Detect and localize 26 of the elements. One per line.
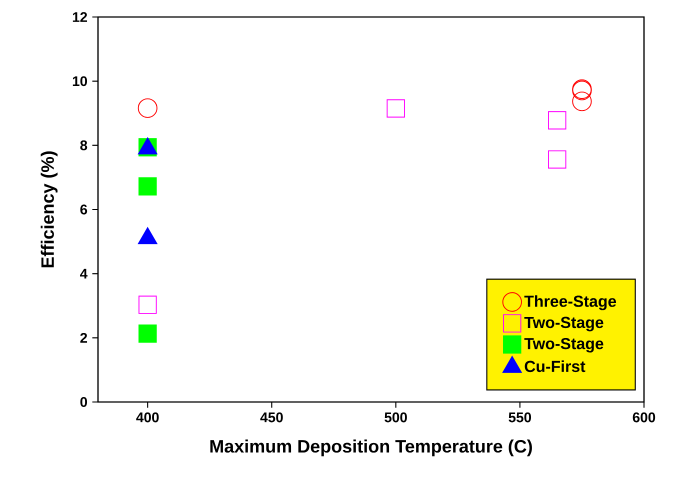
legend-label: Cu-First xyxy=(524,360,586,372)
legend-label: Two-Stage xyxy=(524,338,604,353)
point xyxy=(548,111,566,130)
y-tick-label: 10 xyxy=(72,76,88,86)
point xyxy=(548,150,566,169)
y-axis-title: Efficiency (%) xyxy=(40,151,58,268)
x-tick-label: 400 xyxy=(136,412,159,422)
x-axis-title: Maximum Deposition Temperature (C) xyxy=(210,439,532,456)
y-tick-label: 4 xyxy=(80,268,88,278)
point xyxy=(138,296,157,314)
point xyxy=(386,99,405,118)
y-tick-label: 12 xyxy=(72,12,88,22)
point xyxy=(572,92,592,112)
x-tick-label: 600 xyxy=(632,412,656,422)
x-tick-label: 550 xyxy=(508,412,532,422)
y-tick-label: 6 xyxy=(80,204,88,214)
y-tick-label: 2 xyxy=(80,332,88,343)
point xyxy=(138,324,157,343)
legend-label: Two-Stage xyxy=(524,316,604,332)
legend-label: Three-Stage xyxy=(524,295,616,310)
y-tick-label: 0 xyxy=(80,397,88,407)
point xyxy=(138,177,157,196)
x-tick-label: 450 xyxy=(260,412,283,422)
point xyxy=(138,98,158,118)
y-tick-label: 8 xyxy=(80,140,88,150)
x-tick-label: 500 xyxy=(384,412,407,422)
